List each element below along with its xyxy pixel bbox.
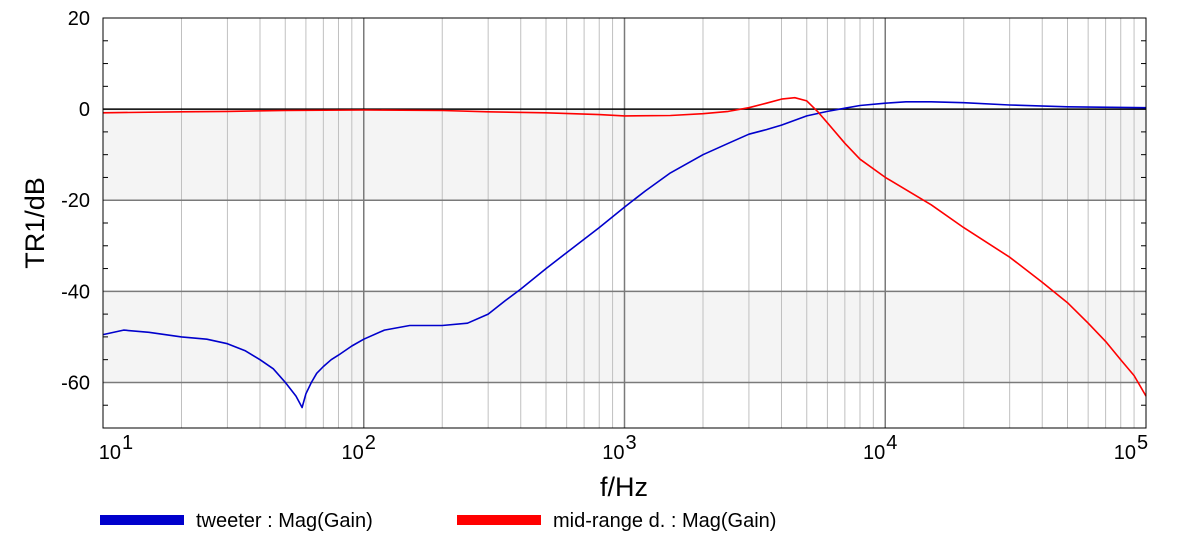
x-tick-label: 10 2: [342, 432, 376, 464]
data-series: [102, 96, 1147, 409]
legend-swatch-0: [100, 515, 184, 525]
y-tick-label: -40: [61, 281, 90, 303]
x-tick-label-base: 10: [863, 442, 885, 464]
x-axis-title: f/Hz: [600, 472, 648, 502]
series-line-0: [102, 101, 1147, 409]
x-tick-label-base: 10: [602, 442, 624, 464]
x-tick-label: 10 1: [99, 432, 133, 464]
y-tick-labels: 20 0 -20 -40 -60: [61, 8, 90, 394]
y-tick-label: 0: [79, 99, 90, 121]
series-line-1: [102, 96, 1147, 397]
x-tick-label: 10 3: [602, 432, 636, 464]
y-tick-label: 20: [68, 8, 90, 30]
x-tick-label-base: 10: [99, 442, 121, 464]
x-tick-label-exponent: 4: [886, 432, 897, 454]
x-tick-label-exponent: 5: [1137, 432, 1148, 454]
legend-label-1: mid-range d. : Mag(Gain): [553, 510, 776, 532]
grid-lines: [103, 18, 1146, 428]
x-tick-label: 10 4: [863, 432, 897, 464]
legend-swatch-1: [457, 515, 541, 525]
axis-ticks: [103, 40, 1146, 429]
y-axis-title: TR1/dB: [20, 177, 50, 269]
x-tick-label: 10 5: [1114, 432, 1148, 464]
x-tick-labels: 10 1 10 2 10 3 10 4 10 5: [99, 432, 1148, 464]
y-tick-label: -20: [61, 190, 90, 212]
legend: tweeter : Mag(Gain) mid-range d. : Mag(Ga…: [100, 510, 776, 532]
legend-label-0: tweeter : Mag(Gain): [196, 510, 373, 532]
plot-frame: [102, 17, 1147, 429]
x-tick-label-exponent: 1: [122, 432, 133, 454]
x-tick-label-exponent: 2: [365, 432, 376, 454]
x-tick-label-base: 10: [342, 442, 364, 464]
x-tick-label-exponent: 3: [626, 432, 637, 454]
y-tick-label: -60: [61, 372, 90, 394]
x-tick-label-base: 10: [1114, 442, 1136, 464]
